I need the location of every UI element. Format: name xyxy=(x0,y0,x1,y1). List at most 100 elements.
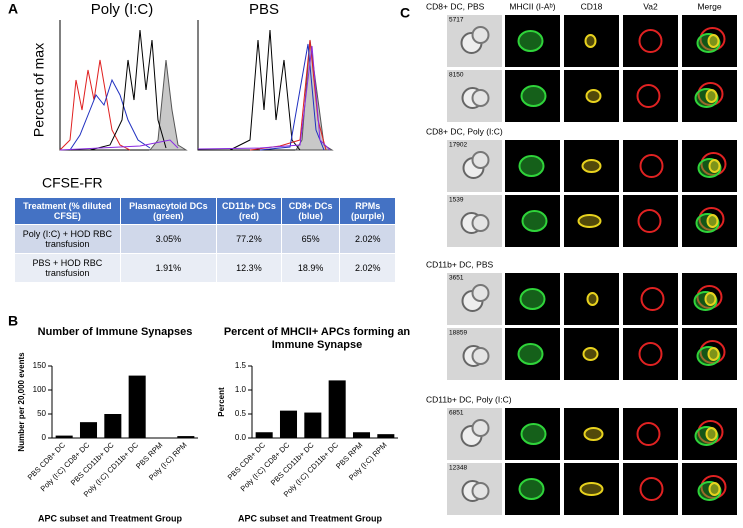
fluorescent-signal xyxy=(639,154,664,178)
fluorescent-signal xyxy=(639,477,664,501)
x-axis-label: APC subset and Treatment Group xyxy=(238,513,383,523)
panel-label: B xyxy=(8,313,18,329)
y-tick-label: 1.5 xyxy=(235,361,247,370)
fluorescence-image xyxy=(623,140,678,192)
fluorescence-image xyxy=(623,463,678,515)
cell: 12.3% xyxy=(217,254,281,282)
y-tick-label: 1.0 xyxy=(235,385,247,394)
cell xyxy=(471,419,490,437)
chart-title: Percent of MHCII+ APCs forming an Immune… xyxy=(223,326,411,351)
fluorescence-image xyxy=(564,195,619,247)
fluorescence-image xyxy=(564,273,619,325)
column-header: Merge xyxy=(697,1,721,11)
image-id: 8150 xyxy=(449,72,464,79)
image-row: 17902 xyxy=(447,140,737,192)
column-header: Va2 xyxy=(643,1,658,11)
fluorescent-signal xyxy=(579,482,604,496)
bar xyxy=(352,432,371,438)
image-id: 12348 xyxy=(449,465,467,472)
panel-label: A xyxy=(8,1,18,17)
cell xyxy=(471,26,490,44)
bar xyxy=(304,412,322,438)
fluorescent-signal xyxy=(521,210,548,232)
fluorescent-signal xyxy=(706,214,719,228)
column-header: CD18 xyxy=(581,1,603,11)
fluorescent-signal xyxy=(637,209,662,233)
column-header: MHCII (I-Aᵇ) xyxy=(509,1,555,11)
y-axis-label: Percent xyxy=(217,387,226,417)
fluorescence-image xyxy=(505,408,560,460)
fluorescence-image xyxy=(505,195,560,247)
fluorescent-signal xyxy=(577,214,602,228)
fluorescence-image xyxy=(564,408,619,460)
header-cell: CD8+ DCs (blue) xyxy=(281,198,340,224)
fluorescent-signal xyxy=(697,82,724,106)
image-row: 12348 xyxy=(447,463,737,515)
section-title: CD11b+ DC, PBS xyxy=(426,259,493,269)
fluorescent-signal xyxy=(707,34,720,48)
bar xyxy=(279,410,298,438)
histogram xyxy=(59,20,188,151)
image-id: 5717 xyxy=(449,17,464,24)
fluorescence-image xyxy=(564,70,619,122)
cell: 3.05% xyxy=(120,225,216,253)
table-header: Treatment (% diluted CFSE) Plasmacytoid … xyxy=(15,198,395,224)
x-axis-label: APC subset and Treatment Group xyxy=(38,513,183,523)
fluorescence-image xyxy=(623,273,678,325)
cell: 65% xyxy=(281,225,340,253)
bar xyxy=(55,435,73,438)
fluorescence-image xyxy=(564,15,619,67)
fluorescent-signal xyxy=(708,159,721,173)
fluorescence-image xyxy=(505,15,560,67)
cell: Poly (I:C) + HOD RBC transfusion xyxy=(15,225,120,253)
y-tick-label: 0.5 xyxy=(235,409,247,418)
fluorescence-image xyxy=(564,463,619,515)
table-row: PBS + HOD RBC transfusion 1.91% 12.3% 18… xyxy=(15,254,395,282)
bar xyxy=(328,380,346,438)
image-id: 1539 xyxy=(449,197,464,204)
cell: PBS + HOD RBC transfusion xyxy=(15,254,120,282)
bar xyxy=(255,432,273,438)
header-cell: Treatment (% diluted CFSE) xyxy=(15,198,120,224)
cell xyxy=(471,89,490,107)
fluorescent-signal xyxy=(520,85,547,107)
fluorescence-image xyxy=(623,328,678,380)
cell: 77.2% xyxy=(217,225,281,253)
fluorescent-signal xyxy=(583,427,604,441)
cell: 18.9% xyxy=(281,254,340,282)
y-tick-label: 0 xyxy=(42,433,47,442)
image-id: 17902 xyxy=(449,142,467,149)
fluorescent-signal xyxy=(640,287,665,311)
histogram xyxy=(197,20,334,151)
x-tick-label: PBS CD11b+ DC xyxy=(269,440,316,487)
image-row: 6851 xyxy=(447,408,737,460)
fluorescent-signal xyxy=(700,475,727,499)
fluorescent-signal xyxy=(636,84,661,108)
bar xyxy=(128,375,146,438)
fluorescent-signal xyxy=(704,292,717,306)
table-row: Poly (I:C) + HOD RBC transfusion 3.05% 7… xyxy=(15,225,395,253)
y-tick-label: 0.0 xyxy=(235,433,247,442)
fluorescent-signal xyxy=(705,89,718,103)
fluorescent-signal xyxy=(584,34,597,48)
image-id: 3651 xyxy=(449,275,464,282)
image-row: 18859 xyxy=(447,328,737,380)
histogram-title: Poly (I:C) xyxy=(91,1,154,18)
cell: 1.91% xyxy=(120,254,216,282)
cell: 2.02% xyxy=(340,254,395,282)
fluorescence-image xyxy=(505,140,560,192)
cell: 2.02% xyxy=(340,225,395,253)
section-title: CD8+ DC, Poly (I:C) xyxy=(426,126,503,136)
fluorescence-image xyxy=(564,328,619,380)
fluorescent-signal xyxy=(517,343,544,365)
fluorescent-signal xyxy=(699,340,726,364)
bar xyxy=(177,436,195,438)
y-tick-label: 150 xyxy=(33,361,47,370)
header-cell: CD11b+ DCs (red) xyxy=(217,198,281,224)
cell xyxy=(471,151,490,169)
section-title: CD8+ DC, PBS xyxy=(426,1,485,11)
fluorescent-signal xyxy=(705,427,718,441)
fluorescent-signal xyxy=(518,478,545,500)
fluorescent-signal xyxy=(707,347,720,361)
